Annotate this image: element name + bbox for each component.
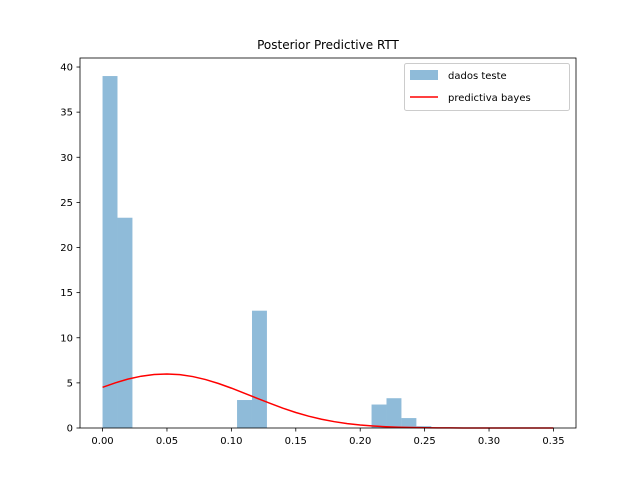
histogram-bar bbox=[102, 76, 118, 429]
x-tick-label: 0.25 bbox=[413, 436, 435, 447]
histogram-bar bbox=[401, 418, 417, 428]
histogram-bar bbox=[386, 398, 402, 428]
legend-label-predictiva-bayes: predictiva bayes bbox=[448, 93, 531, 104]
chart-title: Posterior Predictive RTT bbox=[257, 38, 399, 52]
x-axis-ticks: 0.00 0.05 0.10 0.15 0.20 0.25 0.30 0.35 bbox=[91, 428, 565, 447]
plot-frame bbox=[79, 57, 577, 429]
histogram-bar bbox=[371, 404, 387, 428]
y-tick-label: 40 bbox=[60, 63, 73, 74]
histogram-bar bbox=[117, 217, 133, 428]
y-tick-label: 0 bbox=[67, 424, 73, 435]
legend-label-dados-teste: dados teste bbox=[448, 71, 507, 82]
x-tick-label: 0.30 bbox=[478, 436, 500, 447]
x-tick-label: 0.15 bbox=[285, 436, 307, 447]
y-tick-label: 10 bbox=[60, 333, 73, 344]
y-tick-label: 25 bbox=[60, 198, 73, 209]
legend-swatch-dados-teste bbox=[410, 70, 438, 80]
y-tick-label: 30 bbox=[60, 153, 73, 164]
legend: dados teste predictiva bayes bbox=[404, 63, 570, 111]
legend-frame bbox=[404, 63, 570, 111]
y-tick-label: 5 bbox=[67, 378, 73, 389]
histogram-bar bbox=[251, 310, 267, 428]
axes bbox=[79, 57, 577, 429]
x-tick-label: 0.10 bbox=[220, 436, 242, 447]
x-tick-label: 0.05 bbox=[156, 436, 178, 447]
y-tick-label: 20 bbox=[60, 243, 73, 254]
x-tick-label: 0.35 bbox=[542, 436, 564, 447]
y-tick-label: 15 bbox=[60, 288, 73, 299]
y-tick-label: 35 bbox=[60, 108, 73, 119]
histogram-bar bbox=[237, 400, 252, 428]
x-tick-label: 0.20 bbox=[349, 436, 371, 447]
y-axis-ticks: 0 5 10 15 20 25 30 35 40 bbox=[60, 63, 80, 435]
histogram-bars bbox=[102, 76, 432, 429]
x-tick-label: 0.00 bbox=[91, 436, 113, 447]
